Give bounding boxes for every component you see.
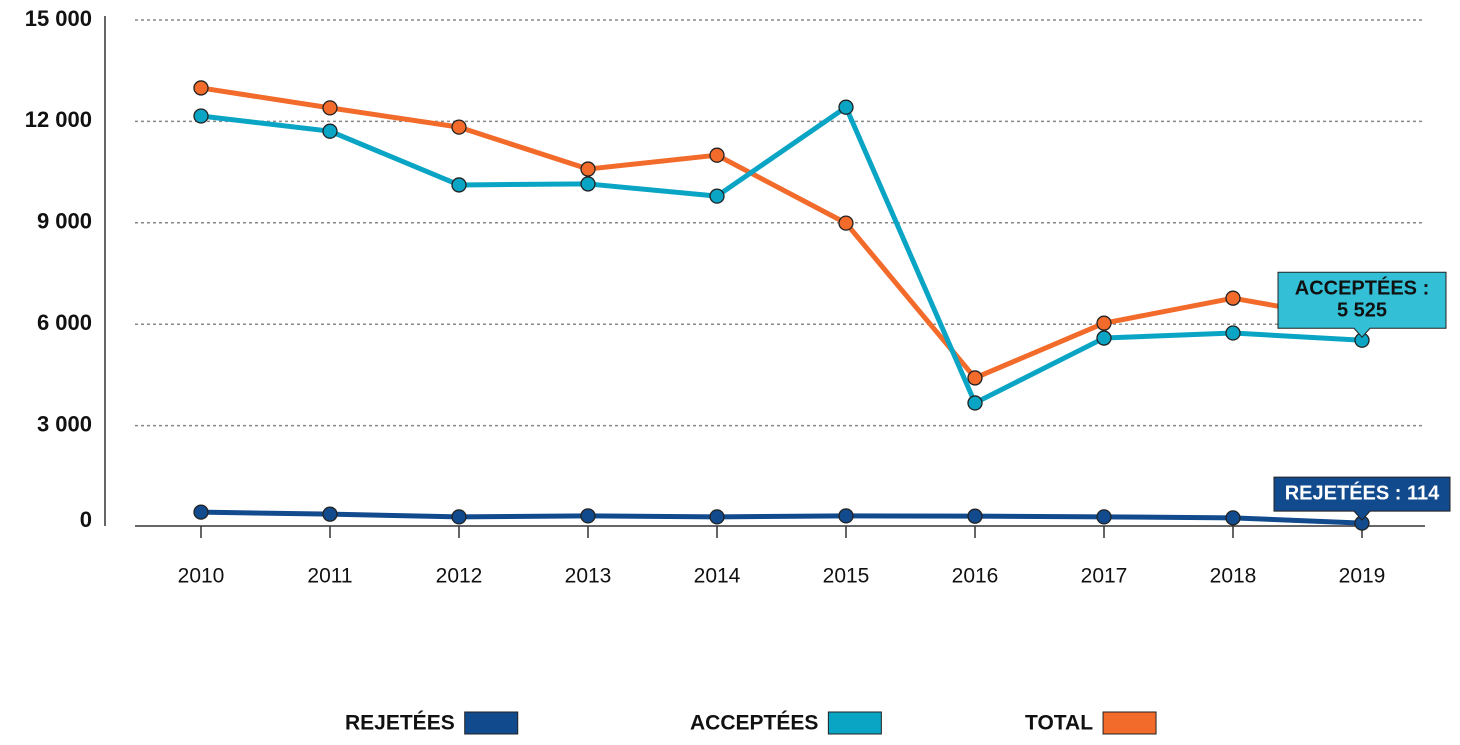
data-point	[1225, 325, 1241, 341]
data-point	[967, 370, 983, 386]
data-point	[322, 123, 338, 139]
x-tick-label: 2017	[1081, 565, 1128, 588]
y-tick-label: 9 000	[37, 209, 92, 234]
data-point	[193, 108, 209, 124]
data-point	[451, 509, 467, 525]
data-point	[451, 177, 467, 193]
data-point	[1096, 509, 1112, 525]
data-point	[1096, 330, 1112, 346]
x-tick-label: 2019	[1339, 565, 1386, 588]
legend-label: ACCEPTÉES	[690, 712, 818, 735]
data-point	[967, 508, 983, 524]
data-point	[193, 504, 209, 520]
data-point	[709, 188, 725, 204]
legend-swatch	[827, 711, 882, 735]
data-point	[322, 506, 338, 522]
series-line	[200, 509, 1363, 526]
x-tick-label: 2010	[178, 565, 225, 588]
data-point	[838, 215, 854, 231]
data-point	[1096, 315, 1112, 331]
data-point	[709, 147, 725, 163]
y-tick-label: 3 000	[37, 411, 92, 436]
data-point	[967, 395, 983, 411]
annotation-text: ACCEPTÉES :	[1295, 277, 1429, 300]
legend-label: TOTAL	[1025, 712, 1093, 735]
annotation-text: REJETÉES : 114	[1285, 481, 1440, 504]
legend-label: REJETÉES	[345, 712, 455, 735]
x-tick-label: 2014	[694, 565, 741, 588]
series-line	[200, 104, 1363, 406]
y-tick-label: 15 000	[25, 6, 92, 31]
data-point	[580, 176, 596, 192]
data-point	[1225, 510, 1241, 526]
data-point	[580, 508, 596, 524]
annotation-box	[1277, 271, 1447, 339]
data-point	[1225, 290, 1241, 306]
x-tick-label: 2011	[307, 565, 352, 588]
annotation-box	[1273, 476, 1451, 521]
x-tick-label: 2018	[1210, 565, 1257, 588]
data-point	[193, 80, 209, 96]
legend-swatch	[1102, 711, 1157, 735]
x-tick-label: 2015	[823, 565, 870, 588]
legend-swatch	[464, 711, 519, 735]
data-point	[838, 508, 854, 524]
data-point	[451, 119, 467, 135]
data-point	[322, 100, 338, 116]
x-tick-label: 2013	[565, 565, 612, 588]
y-tick-label: 0	[80, 507, 92, 532]
x-tick-label: 2012	[436, 565, 483, 588]
data-point	[838, 99, 854, 115]
x-tick-label: 2016	[952, 565, 999, 588]
y-tick-label: 12 000	[25, 107, 92, 132]
series-line	[200, 85, 1363, 381]
data-point	[709, 509, 725, 525]
annotation-text: 5 525	[1337, 300, 1387, 322]
y-tick-label: 6 000	[37, 310, 92, 335]
data-point	[580, 161, 596, 177]
